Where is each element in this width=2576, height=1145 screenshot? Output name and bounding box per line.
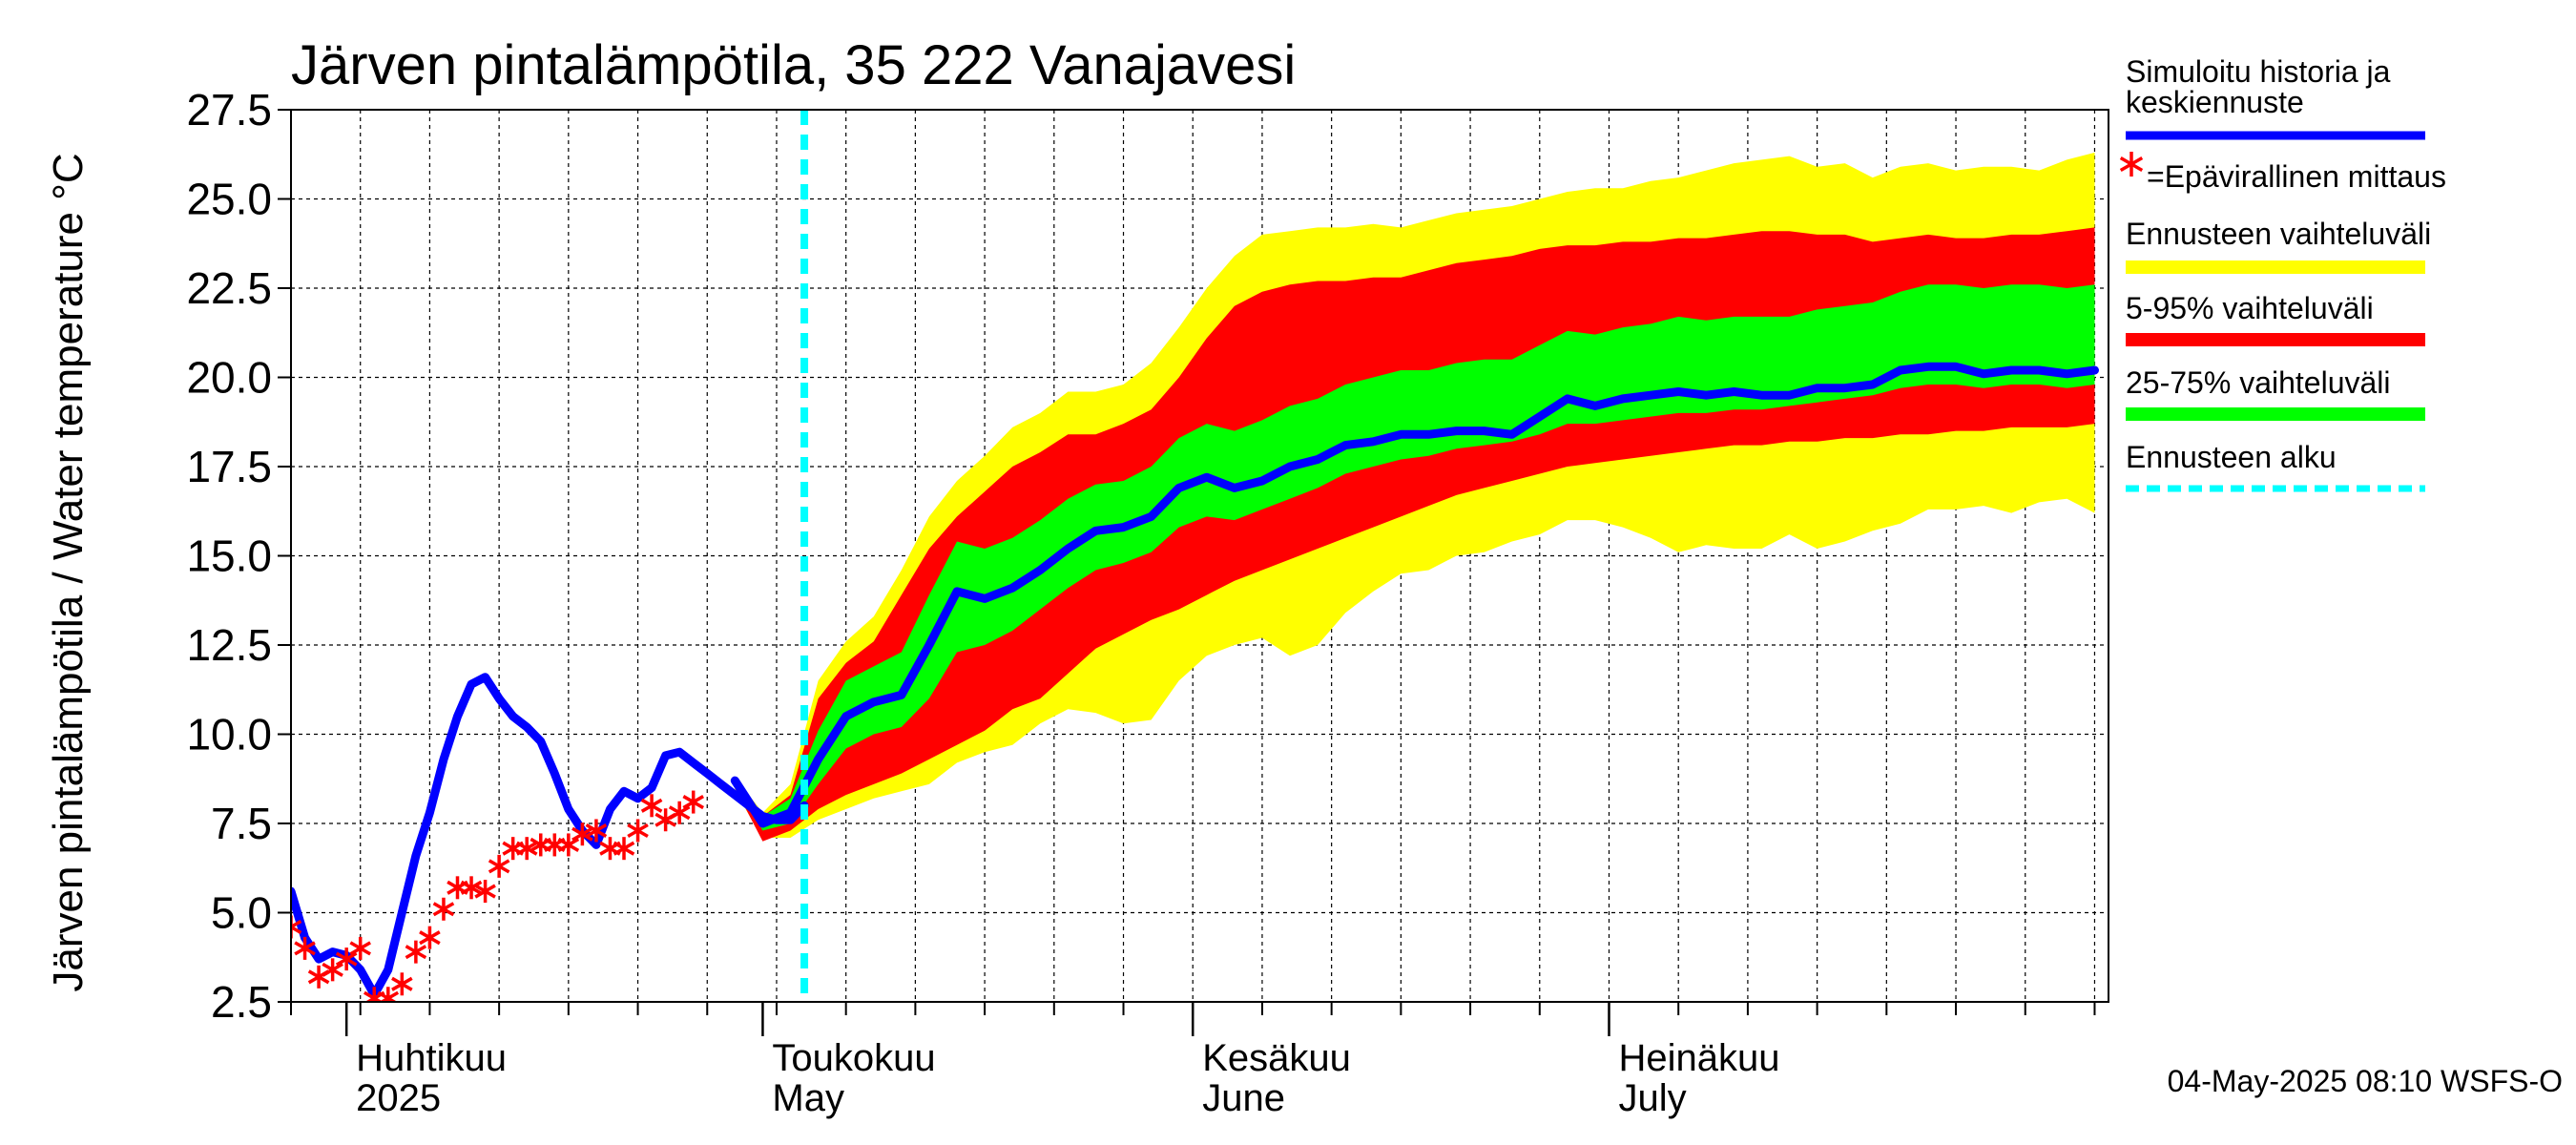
x-month-label: Huhtikuu bbox=[356, 1037, 507, 1079]
observed-point bbox=[335, 947, 358, 971]
observed-point bbox=[460, 876, 483, 900]
legend-swatch-band-4 bbox=[2126, 407, 2425, 421]
data-layer bbox=[291, 110, 2099, 1002]
marker-stroke bbox=[640, 798, 663, 813]
marker-stroke bbox=[405, 945, 427, 960]
marker-stroke bbox=[291, 925, 302, 934]
marker-stroke bbox=[613, 841, 635, 856]
observed-point bbox=[419, 926, 441, 949]
legend-label-0: Simuloitu historia ja bbox=[2126, 54, 2391, 89]
marker-stroke bbox=[474, 884, 496, 899]
observed-point bbox=[322, 958, 343, 982]
legend-label-2: Ennusteen vaihteluväli bbox=[2126, 217, 2431, 251]
marker-stroke bbox=[668, 805, 691, 821]
marker-stroke bbox=[349, 941, 371, 956]
observed-point bbox=[640, 794, 663, 818]
marker-stroke bbox=[682, 795, 704, 810]
y-tick-label: 12.5 bbox=[186, 620, 272, 670]
marker-stroke bbox=[571, 826, 593, 842]
legend-label-4: 25-75% vaihteluväli bbox=[2126, 365, 2391, 400]
observed-point bbox=[571, 822, 593, 846]
observed-point bbox=[627, 819, 649, 843]
y-tick-label: 2.5 bbox=[211, 977, 272, 1027]
y-tick-label: 27.5 bbox=[186, 85, 272, 135]
observed-point bbox=[515, 837, 538, 861]
band-25-75 bbox=[735, 284, 2095, 831]
x-month-label: Kesäkuu bbox=[1202, 1037, 1351, 1079]
observed-point bbox=[291, 915, 302, 939]
observed-point bbox=[349, 936, 371, 960]
legend-label-5: Ennusteen alku bbox=[2126, 440, 2337, 474]
marker-stroke bbox=[2119, 156, 2144, 173]
legend-label-3: 5-95% vaihteluväli bbox=[2126, 291, 2374, 325]
y-tick-label: 20.0 bbox=[186, 353, 272, 403]
y-axis-label: Järven pintalämpötila / Water temperatur… bbox=[45, 153, 92, 991]
observed-point bbox=[682, 790, 704, 814]
y-tick-label: 22.5 bbox=[186, 263, 272, 313]
simulated-history-line bbox=[291, 673, 809, 999]
marker-stroke bbox=[557, 837, 580, 852]
observed-point bbox=[585, 819, 608, 843]
marker-stroke bbox=[377, 990, 398, 1002]
observed-point bbox=[377, 987, 400, 1002]
observed-point bbox=[294, 936, 316, 960]
observed-point bbox=[668, 801, 691, 824]
marker-stroke bbox=[515, 841, 538, 856]
observed-markers bbox=[291, 790, 704, 1002]
timestamp-footer: 04-May-2025 08:10 WSFS-O bbox=[2168, 1064, 2563, 1098]
y-tick-label: 17.5 bbox=[186, 442, 272, 491]
marker-stroke bbox=[488, 859, 510, 874]
legend-label-1: =Epävirallinen mittaus bbox=[2147, 159, 2446, 194]
marker-stroke bbox=[432, 902, 455, 917]
legend-swatch-band-3 bbox=[2126, 333, 2425, 346]
marker-stroke bbox=[419, 930, 441, 946]
chart-title: Järven pintalämpötila, 35 222 Vanajavesi bbox=[291, 34, 1296, 96]
observed-point bbox=[405, 940, 427, 964]
legend-swatch-observed bbox=[2119, 152, 2144, 177]
plot-area: 2.5 5.0 7.5 10.0 12.5 15.0 17.5 20.0 22.5 25.0 27.… bbox=[186, 85, 2109, 1119]
observed-point bbox=[557, 833, 580, 857]
marker-stroke bbox=[307, 969, 330, 985]
x-month-sublabel: June bbox=[1202, 1077, 1285, 1119]
y-tick-label: 5.0 bbox=[211, 888, 272, 938]
forecast-mean-line bbox=[730, 362, 2099, 828]
y-tick-label: 25.0 bbox=[186, 175, 272, 224]
legend-swatch-band-2 bbox=[2126, 260, 2425, 274]
observed-point bbox=[474, 880, 496, 904]
x-month-label: Heinäkuu bbox=[1618, 1037, 1779, 1079]
marker-stroke bbox=[294, 941, 316, 956]
x-month-sublabel: May bbox=[772, 1077, 844, 1119]
legend-label-0-line2: keskiennuste bbox=[2126, 85, 2304, 119]
marker-stroke bbox=[291, 919, 302, 929]
x-month-sublabel: July bbox=[1618, 1077, 1686, 1119]
observed-point bbox=[488, 854, 510, 878]
y-tick-label: 10.0 bbox=[186, 710, 272, 760]
observed-point bbox=[391, 972, 413, 996]
x-month-sublabel: 2025 bbox=[356, 1077, 441, 1119]
marker-stroke bbox=[363, 990, 384, 1002]
y-tick-label: 15.0 bbox=[186, 531, 272, 581]
x-month-label: Toukokuu bbox=[772, 1037, 935, 1079]
marker-stroke bbox=[335, 951, 358, 967]
observed-point bbox=[432, 897, 455, 921]
marker-stroke bbox=[460, 880, 483, 895]
marker-stroke bbox=[627, 822, 649, 838]
y-tick-label: 7.5 bbox=[211, 799, 272, 848]
marker-stroke bbox=[654, 812, 676, 827]
marker-stroke bbox=[391, 976, 413, 991]
observed-point bbox=[613, 837, 635, 861]
marker-stroke bbox=[322, 962, 343, 977]
marker-stroke bbox=[585, 822, 608, 838]
